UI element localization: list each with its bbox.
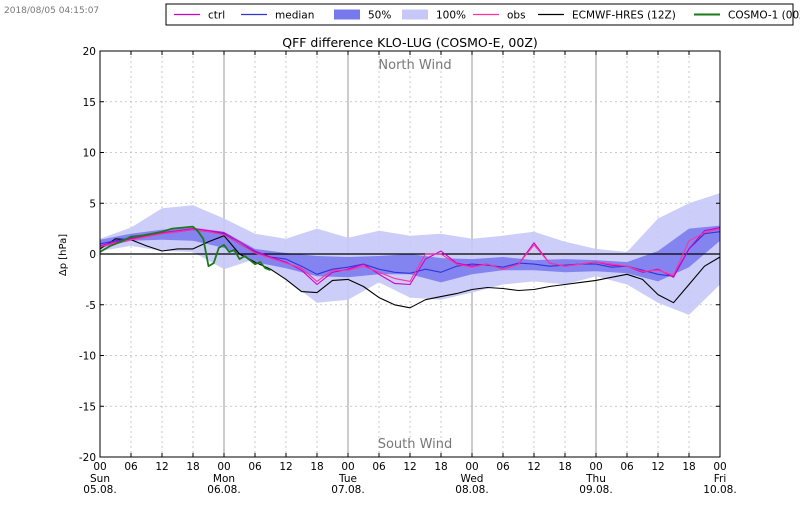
x-tick-label: 00 — [465, 461, 478, 473]
legend-label: median — [275, 10, 314, 22]
legend-label: ctrl — [208, 10, 225, 22]
day-label: Wed — [461, 473, 484, 485]
legend-label: 100% — [436, 10, 466, 22]
day-label: Fri — [714, 473, 727, 485]
legend-swatch — [334, 9, 360, 20]
x-tick-label: 12 — [155, 461, 168, 473]
day-label: Mon — [213, 473, 235, 485]
x-tick-label: 06 — [496, 461, 510, 473]
x-tick-label: 12 — [279, 461, 292, 473]
day-label: Thu — [585, 473, 606, 485]
y-tick-label: 0 — [89, 249, 96, 261]
timestamp: 2018/08/05 04:15:07 — [4, 6, 100, 16]
legend-label: ECMWF-HRES (12Z) — [572, 10, 676, 22]
y-tick-label: -15 — [79, 401, 96, 413]
x-tick-label: 00 — [589, 461, 602, 473]
x-tick-label: 06 — [124, 461, 138, 473]
legend-label: 50% — [368, 10, 391, 22]
series-cosmo-1-00z — [99, 225, 271, 272]
south-wind-annotation: South Wind — [378, 437, 453, 452]
date-label: 07.08. — [331, 484, 364, 496]
chart-title: QFF difference KLO-LUG (COSMO-E, 00Z) — [282, 35, 538, 50]
y-tick-label: 15 — [83, 97, 96, 109]
y-tick-label: -10 — [79, 351, 96, 363]
day-label: Sun — [90, 473, 110, 485]
series-ctrl — [99, 227, 721, 286]
date-label: 05.08. — [83, 484, 116, 496]
y-tick-label: -20 — [79, 452, 96, 464]
legend-label: COSMO-1 (00Z) — [728, 10, 800, 22]
x-tick-label: 18 — [558, 461, 571, 473]
x-tick-label: 00 — [93, 461, 106, 473]
series-obs — [99, 228, 721, 282]
legend-swatch — [402, 9, 428, 20]
y-tick-label: 20 — [83, 46, 96, 58]
x-tick-label: 00 — [217, 461, 230, 473]
x-tick-label: 06 — [372, 461, 386, 473]
date-label: 10.08. — [703, 484, 736, 496]
y-tick-label: 5 — [89, 198, 96, 210]
date-label: 06.08. — [207, 484, 240, 496]
x-tick-label: 18 — [186, 461, 199, 473]
y-tick-label: 10 — [83, 148, 96, 160]
x-tick-label: 00 — [713, 461, 726, 473]
x-tick-label: 12 — [651, 461, 664, 473]
x-tick-label: 12 — [403, 461, 416, 473]
legend-label: obs — [507, 10, 526, 22]
x-tick-label: 18 — [310, 461, 323, 473]
y-tick-label: -5 — [86, 300, 96, 312]
series-ecmwf-hres-12z — [99, 235, 721, 309]
x-tick-label: 18 — [434, 461, 447, 473]
x-tick-label: 12 — [527, 461, 540, 473]
y-axis-label: Δp [hPa] — [58, 234, 69, 276]
date-label: 08.08. — [455, 484, 488, 496]
north-wind-annotation: North Wind — [378, 58, 451, 73]
x-tick-label: 06 — [620, 461, 634, 473]
date-label: 09.08. — [579, 484, 612, 496]
x-tick-label: 06 — [248, 461, 262, 473]
day-label: Tue — [338, 473, 357, 485]
x-tick-label: 18 — [682, 461, 695, 473]
x-tick-label: 00 — [341, 461, 354, 473]
